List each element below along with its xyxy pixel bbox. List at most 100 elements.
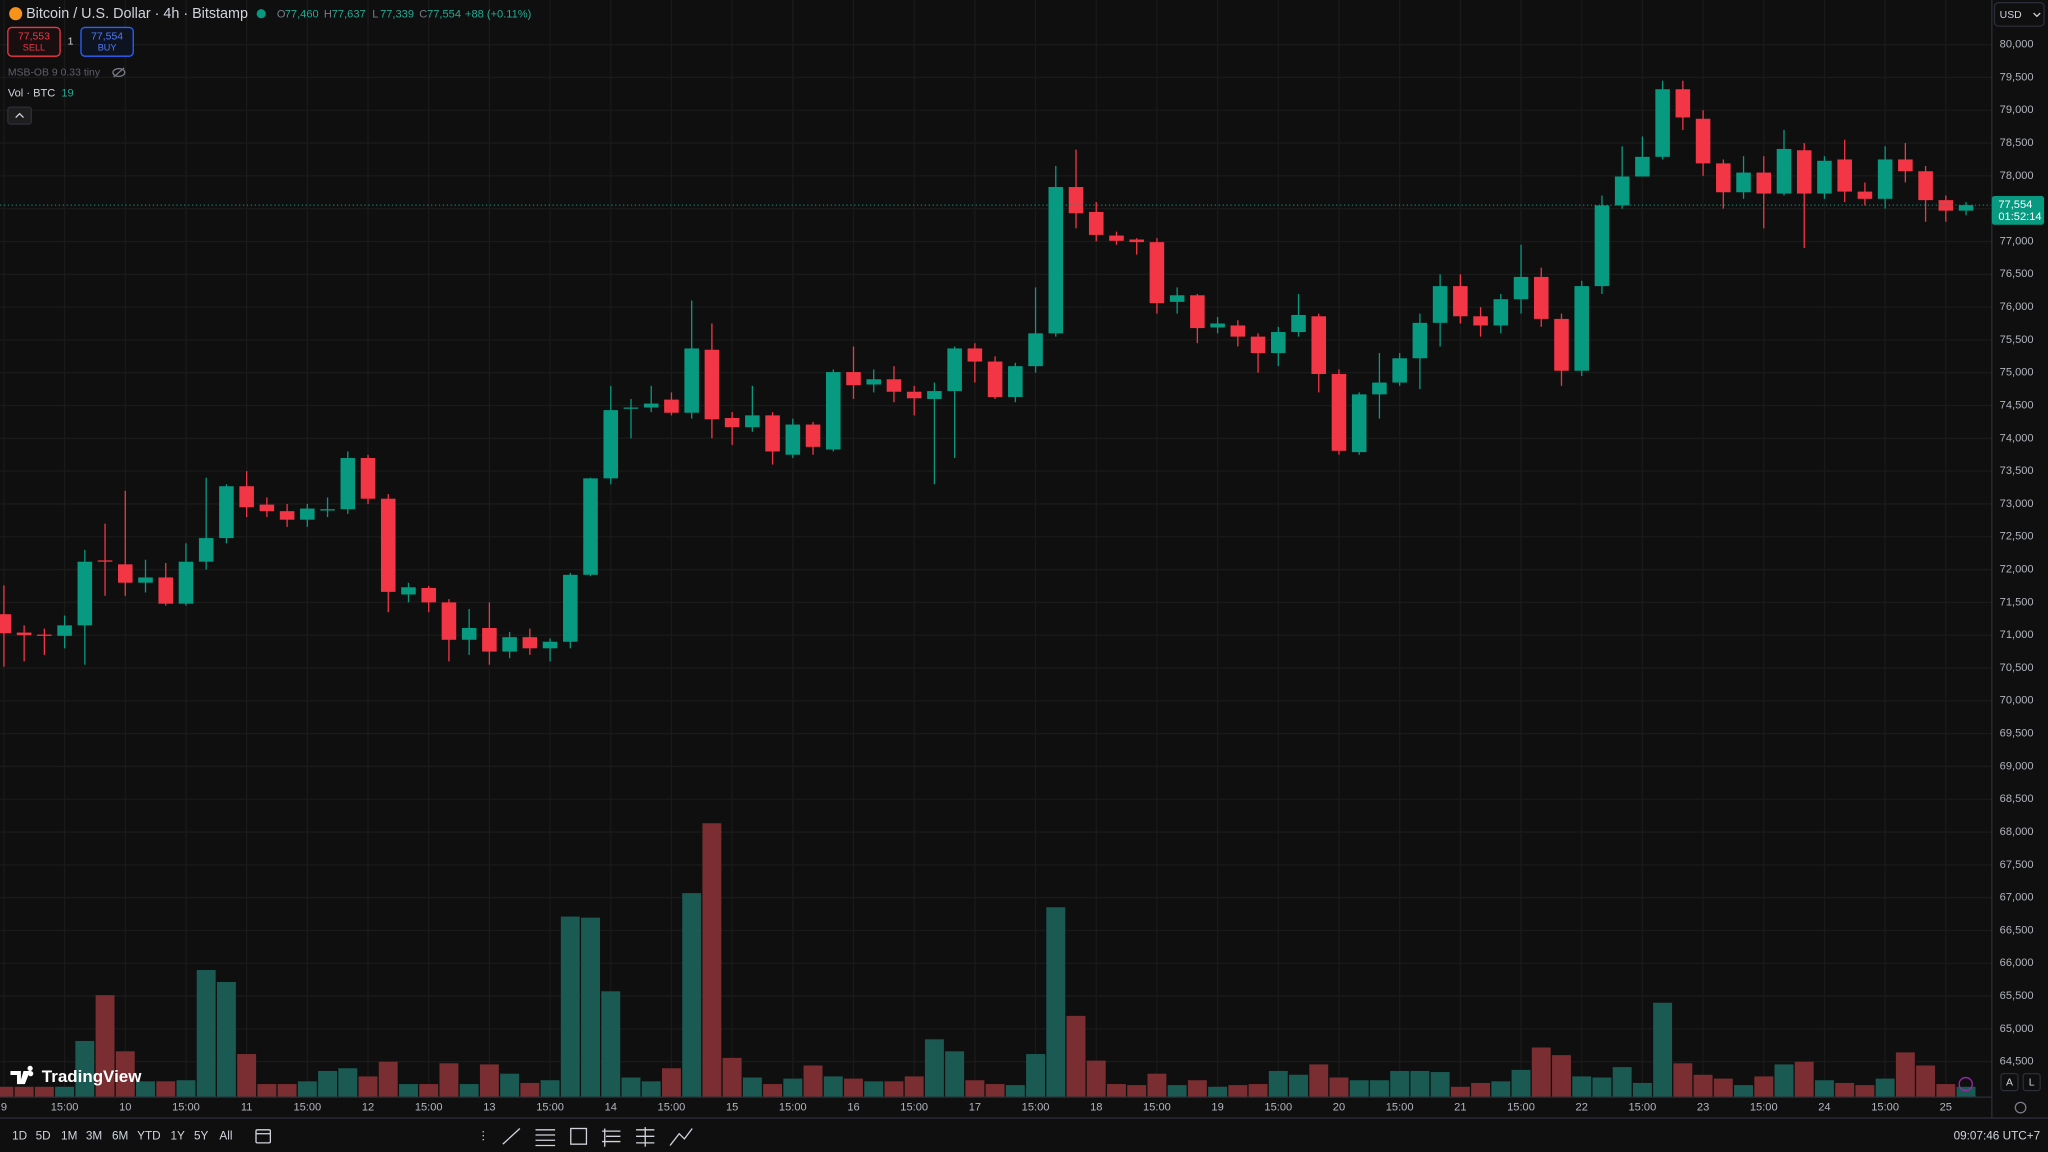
volume-bar	[560, 916, 580, 1098]
scale-buttons: A L	[1958, 1072, 2041, 1114]
y-tick-label: 71,000	[2000, 629, 2034, 641]
volume-bar	[55, 1086, 75, 1098]
symbol-title[interactable]: Bitcoin / U.S. Dollar · 4h · Bitstamp	[26, 6, 248, 22]
y-tick-label: 69,000	[2000, 760, 2034, 772]
candle-body	[320, 509, 335, 511]
range-button[interactable]: 5Y	[194, 1129, 209, 1142]
volume-bar	[1653, 1002, 1673, 1098]
x-tick-label: 25	[1940, 1102, 1952, 1114]
volume-bar	[1936, 1084, 1956, 1098]
volume-bar	[1713, 1078, 1733, 1098]
y-tick-label: 65,500	[2000, 990, 2034, 1002]
rect-tool[interactable]	[570, 1127, 588, 1145]
range-button[interactable]: All	[219, 1129, 232, 1142]
range-button[interactable]: 3M	[86, 1129, 102, 1142]
volume-bar	[1228, 1085, 1248, 1098]
position-tool[interactable]	[636, 1127, 655, 1147]
brush-tool[interactable]	[669, 1128, 693, 1146]
range-button[interactable]: YTD	[137, 1129, 161, 1142]
buy-label[interactable]: BUY	[98, 43, 117, 53]
volume-bar	[702, 823, 722, 1098]
y-tick-label: 73,500	[2000, 465, 2034, 477]
currency-button[interactable]: USD	[1993, 1, 2045, 27]
calendar-box[interactable]	[255, 1129, 272, 1144]
volume-bar	[1187, 1080, 1207, 1098]
range-button[interactable]: 1Y	[170, 1129, 185, 1142]
y-tick-label: 74,500	[2000, 399, 2034, 411]
x-tick-label: 15:00	[779, 1102, 807, 1114]
volume-bar	[1167, 1085, 1187, 1098]
candle-body	[1574, 286, 1589, 371]
candle-body	[563, 574, 578, 642]
candle-body	[1513, 276, 1529, 300]
range-bar: 1D 5D 1M 3M 6M YTD 1Y 5Y All	[12, 1129, 232, 1142]
buy-button[interactable]: 77,554 BUY	[80, 26, 134, 57]
volume-bar	[520, 1082, 540, 1098]
candle-body	[1594, 205, 1610, 287]
volume-bar	[864, 1081, 884, 1098]
volume-bar	[500, 1073, 520, 1098]
volume-bar	[0, 1086, 14, 1098]
range-button[interactable]: 1M	[61, 1129, 77, 1142]
buy-price[interactable]: 77,554	[91, 31, 123, 42]
range-button[interactable]: 1D	[12, 1129, 27, 1142]
alert-icon[interactable]	[1958, 1076, 1973, 1092]
candle-body	[340, 458, 356, 510]
trend-line-tool[interactable]	[502, 1128, 521, 1145]
candle-body	[1655, 89, 1670, 157]
x-tick-label: 17	[969, 1102, 981, 1114]
volume-bar	[661, 1068, 681, 1098]
pitchfork-tool[interactable]	[602, 1128, 621, 1147]
candle-body	[987, 361, 1003, 397]
volume-bar	[1511, 1069, 1531, 1098]
eye-icon[interactable]	[112, 67, 126, 78]
collapse-arrow	[15, 112, 24, 119]
indicator-label[interactable]: MSB-OB 9 0.33 tiny	[8, 67, 101, 78]
range-button[interactable]: 5D	[36, 1129, 51, 1142]
auto-scale[interactable]: A	[2006, 1078, 2013, 1089]
x-tick-label: 14	[605, 1102, 617, 1114]
volume-bar	[1107, 1084, 1126, 1098]
candle-body	[1493, 299, 1509, 326]
sell-price[interactable]: 77,553	[18, 31, 50, 42]
range-button[interactable]: 6M	[112, 1129, 128, 1142]
clock: 09:07:46 UTC+7	[1954, 1129, 2041, 1142]
x-tick-label: 15:00	[1264, 1102, 1292, 1114]
volume-bar	[1612, 1067, 1632, 1098]
log-scale[interactable]: L	[2029, 1078, 2035, 1089]
volume-pane	[0, 823, 1976, 1098]
y-tick-label: 75,500	[2000, 334, 2034, 346]
candle-body	[947, 348, 962, 392]
candle-body	[97, 560, 113, 562]
sell-button[interactable]: 77,553 SELL	[7, 26, 61, 57]
currency-box[interactable]	[1993, 1, 2045, 27]
candle-body	[1129, 239, 1144, 243]
volume-bar	[297, 1081, 317, 1098]
sell-label[interactable]: SELL	[23, 43, 45, 53]
candle-body	[1210, 323, 1225, 328]
volume-label: Vol · BTC	[8, 87, 55, 99]
volume-bar	[1754, 1076, 1774, 1098]
collapse-box[interactable]	[7, 106, 32, 125]
collapse-button[interactable]	[7, 106, 32, 125]
buy-box[interactable]	[80, 26, 134, 57]
x-tick-label: 9	[1, 1102, 7, 1114]
calendar-icon[interactable]	[255, 1129, 272, 1144]
hide-icon[interactable]	[112, 67, 126, 78]
x-tick-label: 15:00	[415, 1102, 443, 1114]
log-scale-box[interactable]	[2022, 1072, 2041, 1092]
candle-body	[37, 634, 52, 636]
x-tick-label: 15:00	[293, 1102, 321, 1114]
x-tick-label: 15:00	[1750, 1102, 1778, 1114]
sell-box[interactable]	[7, 26, 61, 57]
symbol-icon	[9, 7, 23, 21]
logo-text: TradingView	[42, 1067, 142, 1086]
auto-scale-box[interactable]	[2000, 1072, 2019, 1092]
currency[interactable]: USD	[2000, 10, 2022, 21]
candle-body	[684, 348, 699, 413]
volume-bar	[95, 995, 115, 1098]
price-pane	[0, 80, 1992, 667]
settings-icon[interactable]	[2014, 1101, 2027, 1114]
fib-tool[interactable]	[535, 1129, 556, 1147]
volume-bar	[1450, 1086, 1470, 1098]
